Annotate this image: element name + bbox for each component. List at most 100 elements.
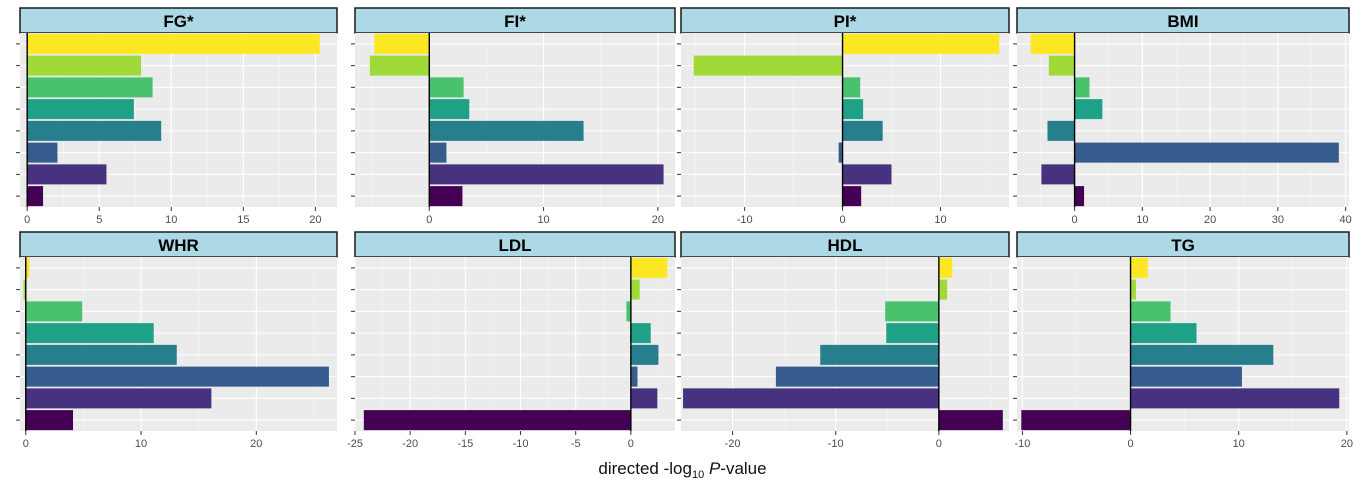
x-tick-label: 30 (1272, 214, 1284, 226)
panel-bmi: BMI 0 10 20 30 40 (1013, 7, 1352, 226)
facet-strip (1016, 7, 1350, 34)
panel-whr: WHR 0 10 20 (16, 231, 338, 450)
bar (1041, 164, 1075, 185)
x-tick-label: -15 (457, 438, 473, 450)
bar (25, 301, 83, 322)
panel-pi: PI* -10 0 10 (677, 7, 1010, 226)
x-axis-title-italic: P (708, 459, 721, 478)
bar (630, 388, 658, 409)
bar (842, 33, 1000, 54)
x-tick-label: 10 (1233, 438, 1245, 450)
x-tick-label: 0 (839, 214, 845, 226)
panel-fi: FI* 0 10 20 (351, 7, 676, 226)
x-tick-label: -10 (828, 438, 844, 450)
facet-title: FG* (163, 12, 194, 31)
bar (1130, 388, 1340, 409)
bar (820, 344, 939, 365)
bar (27, 142, 58, 163)
facet-strip (354, 7, 676, 34)
bar (429, 186, 463, 207)
x-tick-label: 0 (426, 214, 432, 226)
bar (1130, 366, 1242, 387)
bar (27, 77, 153, 98)
x-tick-label: 0 (23, 438, 29, 450)
x-tick-label: -5 (571, 438, 581, 450)
bar (1074, 142, 1339, 163)
bar (626, 301, 631, 322)
bar (630, 257, 668, 278)
bar (630, 344, 659, 365)
x-tick-label: 0 (1127, 438, 1133, 450)
bar (842, 99, 864, 120)
x-tick-label: 40 (1339, 214, 1351, 226)
bar (429, 99, 470, 120)
bar (27, 33, 320, 54)
x-tick-label: -25 (347, 438, 363, 450)
bar (429, 77, 464, 98)
bar (1074, 77, 1090, 98)
x-tick-label: 20 (250, 438, 262, 450)
bar (25, 323, 154, 344)
facet-title: PI* (834, 12, 857, 31)
panel-hdl: HDL -20 -10 0 (677, 231, 1010, 450)
bar (630, 323, 651, 344)
bar (1130, 301, 1171, 322)
x-tick-label: 10 (537, 214, 549, 226)
x-tick-label: -10 (513, 438, 529, 450)
bar (630, 279, 640, 300)
bar (25, 388, 212, 409)
panel-ldl: LDL -25 -20 -15 -10 -5 0 (347, 231, 676, 450)
bar (630, 366, 638, 387)
facet-title: HDL (828, 236, 863, 255)
bar (938, 257, 953, 278)
bar (1021, 410, 1131, 431)
bar (429, 120, 584, 141)
bar (27, 99, 134, 120)
bar (25, 257, 30, 278)
x-tick-label: 0 (628, 438, 634, 450)
bar (683, 388, 939, 409)
facet-strip (354, 231, 676, 258)
x-tick-label: -20 (725, 438, 741, 450)
facet-strip (680, 7, 1010, 34)
panel-tg: TG -10 0 10 20 (1013, 231, 1353, 450)
bar (429, 164, 664, 185)
bar (1130, 323, 1197, 344)
bar (27, 186, 44, 207)
x-tick-label: 0 (1072, 214, 1078, 226)
facet-strip (1016, 231, 1350, 258)
bar (27, 164, 107, 185)
panel-fg: FG* 0 5 10 15 20 (16, 7, 338, 226)
bar (25, 344, 177, 365)
bar (25, 410, 74, 431)
facet-strip (19, 231, 338, 258)
bar (838, 142, 843, 163)
x-axis-title-suffix: -value (720, 459, 767, 478)
bar (1130, 257, 1148, 278)
bar (1074, 186, 1085, 207)
x-axis-title-prefix: directed -log (598, 459, 692, 478)
bar (1047, 120, 1075, 141)
panel-background (355, 257, 675, 431)
bar (369, 55, 430, 76)
x-tick-label: 5 (96, 214, 102, 226)
x-tick-label: 0 (24, 214, 30, 226)
bar (25, 366, 329, 387)
facet-title: BMI (1167, 12, 1198, 31)
bar (938, 279, 948, 300)
facet-strip (19, 7, 338, 34)
x-tick-label: 10 (934, 214, 946, 226)
bar (363, 410, 631, 431)
bar (775, 366, 939, 387)
x-tick-label: 0 (936, 438, 942, 450)
facet-title: LDL (498, 236, 531, 255)
bar (1074, 99, 1103, 120)
bar (1130, 344, 1274, 365)
x-tick-label: 20 (1341, 438, 1353, 450)
x-axis-title-subscript: 10 (691, 469, 705, 481)
x-tick-label: 20 (1204, 214, 1216, 226)
bar (23, 279, 26, 300)
x-tick-label: 20 (652, 214, 664, 226)
bar (885, 301, 939, 322)
